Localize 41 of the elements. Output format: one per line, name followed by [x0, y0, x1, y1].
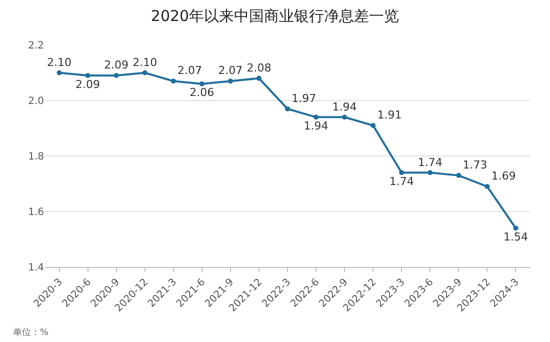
point: [428, 170, 433, 176]
data-label: 1.73: [462, 158, 488, 172]
data-label: 1.94: [304, 120, 328, 133]
data-label: 1.74: [389, 175, 414, 188]
point: [256, 76, 262, 81]
data-label: 2.06: [190, 86, 214, 100]
data-label: 1.91: [377, 108, 402, 122]
data-label: 1.74: [418, 156, 442, 169]
point: [314, 114, 319, 120]
data-label: 1.54: [503, 230, 528, 244]
data-label: 1.94: [332, 100, 357, 114]
point: [285, 106, 290, 112]
y-tick-label: 1.4: [28, 262, 44, 274]
point: [399, 170, 404, 176]
data-label: 2.09: [76, 78, 100, 91]
y-tick-label: 2.0: [28, 96, 44, 107]
data-label: 1.69: [491, 170, 516, 183]
text: 单位：%: [13, 327, 49, 338]
point: [56, 70, 62, 76]
chart-title: 2020年以来中国商业银行净息差一览: [150, 6, 400, 25]
point: [484, 184, 490, 190]
point: [85, 73, 90, 78]
y-tick-label: 2.2: [28, 40, 44, 52]
y-tick-label: 1.6: [28, 207, 44, 218]
data-label: 2.10: [47, 56, 72, 69]
data-label: 2.07: [178, 64, 202, 78]
y-tick-label: 1.8: [28, 152, 44, 162]
data-label: 2.07: [218, 64, 243, 78]
point: [142, 70, 148, 76]
point: [170, 78, 176, 84]
point: [513, 226, 518, 231]
data-label: 2.10: [132, 56, 158, 69]
point: [114, 73, 119, 78]
data-label: 2.08: [246, 61, 272, 74]
data-label: 2.09: [104, 58, 129, 72]
point: [228, 78, 233, 84]
data-label: 1.97: [292, 92, 316, 105]
point: [370, 122, 376, 128]
point: [456, 172, 462, 178]
point: [342, 114, 348, 120]
point: [199, 81, 204, 86]
